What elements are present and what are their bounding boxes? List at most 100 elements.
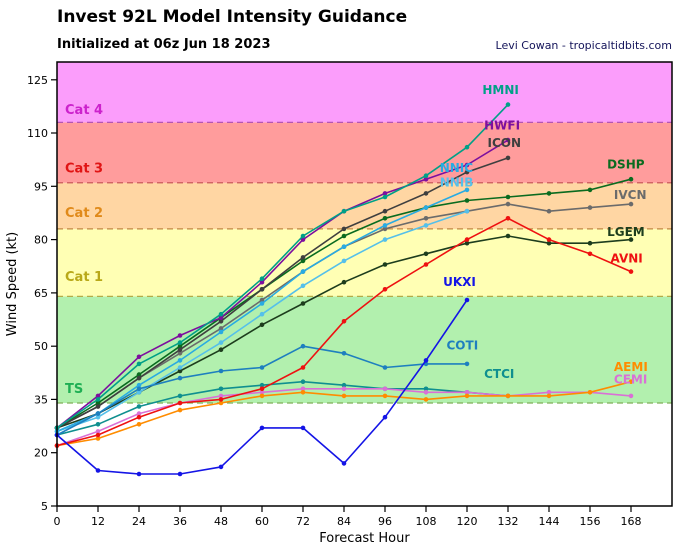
series-point-hmni: [259, 276, 265, 282]
series-point-cemi: [341, 386, 347, 392]
series-point-hmni: [300, 233, 306, 239]
series-point-ctci: [177, 393, 183, 399]
x-tick-label: 132: [498, 515, 519, 528]
series-point-lgem: [464, 240, 470, 246]
series-point-icon: [300, 255, 306, 260]
series-point-aemi: [423, 397, 429, 402]
series-point-avni: [259, 386, 265, 392]
series-point-nnib: [464, 208, 470, 214]
series-point-dshp: [382, 216, 388, 221]
series-point-nnib: [382, 237, 388, 242]
series-point-dshp: [546, 191, 552, 196]
x-tick-label: 36: [173, 515, 187, 528]
series-point-aemi: [587, 390, 593, 395]
series-point-coti: [218, 368, 224, 374]
series-point-icon: [464, 169, 470, 175]
series-point-cemi: [382, 386, 388, 392]
series-point-icon: [259, 287, 265, 292]
x-tick-label: 0: [54, 515, 61, 528]
series-point-cemi: [628, 393, 634, 399]
series-point-coti: [95, 411, 101, 416]
x-tick-label: 72: [296, 515, 310, 528]
series-label-cemi: CEMI: [614, 373, 647, 387]
series-point-hmni: [423, 173, 429, 178]
series-point-lgem: [546, 240, 552, 246]
band-cat-4: [57, 62, 672, 123]
series-point-avni: [423, 262, 429, 267]
series-point-coti: [259, 365, 265, 370]
series-point-aemi: [382, 393, 388, 399]
series-point-ukxi: [95, 468, 101, 473]
series-point-avni: [587, 251, 593, 257]
series-point-hmni: [464, 144, 470, 150]
series-point-hwfi: [505, 137, 511, 143]
series-point-ivcn: [177, 351, 183, 356]
series-point-dshp: [136, 372, 142, 377]
series-point-avni: [464, 237, 470, 242]
band-label-cat-2: Cat 2: [65, 206, 103, 221]
y-axis-title: Wind Speed (kt): [5, 232, 20, 336]
series-point-aemi: [218, 400, 224, 406]
series-point-cemi: [546, 390, 552, 395]
series-point-lgem: [587, 240, 593, 246]
series-point-ctci: [95, 422, 101, 427]
series-point-icon: [136, 375, 142, 381]
series-point-avni: [382, 287, 388, 292]
y-tick-label: 110: [27, 127, 48, 140]
x-tick-label: 12: [91, 515, 105, 528]
series-label-lgem: LGEM: [607, 225, 645, 239]
series-label-ukxi: UKXI: [443, 275, 476, 289]
series-point-coti: [300, 343, 306, 349]
series-line-hmni: [56, 104, 509, 429]
series-point-icon: [177, 347, 183, 353]
series-label-nnic: NNIC: [440, 161, 474, 175]
series-point-nnic: [300, 269, 306, 274]
series-point-avni: [628, 269, 634, 274]
series-point-nnic: [464, 187, 470, 193]
x-tick-label: 48: [214, 515, 228, 528]
series-point-avni: [546, 237, 552, 242]
series-label-hmni: HMNI: [482, 83, 519, 97]
series-point-ctci: [423, 386, 429, 392]
y-tick-label: 5: [41, 500, 48, 513]
series-point-ukxi: [464, 297, 470, 303]
series-point-hwfi: [259, 279, 265, 285]
series-label-ctci: CTCI: [484, 367, 514, 381]
series-point-icon: [382, 208, 388, 214]
series-point-ukxi: [423, 358, 429, 363]
series-point-coti: [341, 351, 347, 356]
series-point-nnib: [177, 365, 183, 370]
band-cat-2: [57, 182, 672, 229]
y-tick-label: 20: [34, 447, 48, 460]
x-tick-label: 120: [457, 515, 478, 528]
series-point-hwfi: [423, 176, 429, 182]
series-point-aemi: [95, 436, 101, 441]
series-point-ukxi: [300, 425, 306, 431]
series-point-dshp: [464, 198, 470, 203]
series-point-icon: [218, 319, 224, 324]
series-point-icon: [505, 155, 511, 161]
series-point-nnib: [423, 223, 429, 228]
series-label-coti: COTI: [447, 339, 479, 353]
band-label-cat-1: Cat 1: [65, 270, 103, 285]
band-label-ts: TS: [65, 382, 83, 397]
series-point-lgem: [218, 347, 224, 353]
series-point-dshp: [177, 343, 183, 349]
series-line-ctci: [56, 380, 509, 436]
series-point-coti: [136, 386, 142, 392]
series-label-hwfi: HWFI: [484, 119, 520, 133]
series-point-ctci: [136, 404, 142, 409]
series-point-nnib: [341, 258, 347, 264]
series-point-hwfi: [177, 333, 183, 338]
series-label-nnib: NNIB: [440, 175, 474, 189]
x-tick-label: 156: [580, 515, 601, 528]
series-point-nnib: [218, 340, 224, 345]
series-point-lgem: [177, 368, 183, 374]
series-point-hwfi: [136, 354, 142, 360]
series-point-lgem: [341, 279, 347, 285]
x-tick-label: 60: [255, 515, 269, 528]
series-point-hmni: [382, 194, 388, 200]
series-point-ivcn: [546, 208, 552, 214]
series-point-nnic: [136, 382, 142, 388]
